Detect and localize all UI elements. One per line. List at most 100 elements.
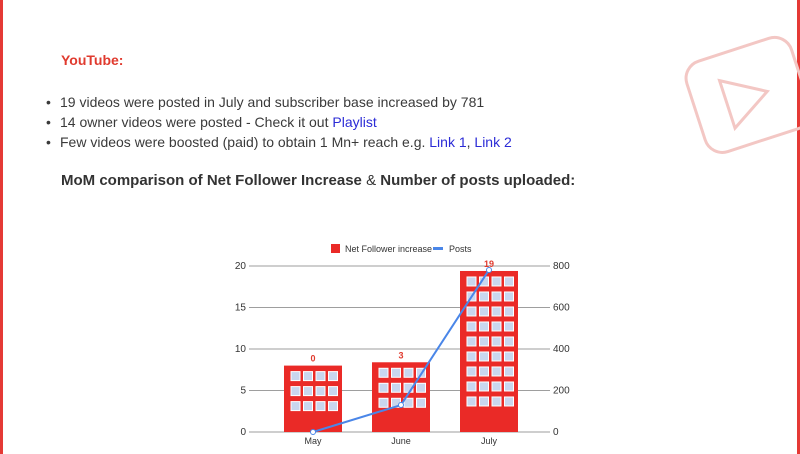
bar-window (479, 381, 489, 392)
bar-window (466, 321, 477, 332)
bar-window (328, 371, 338, 382)
bullet-item: • Few videos were boosted (paid) to obtai… (46, 132, 512, 152)
bar-window (491, 336, 502, 347)
link-1[interactable]: Link 1 (429, 134, 467, 150)
section-title: YouTube: (61, 52, 124, 68)
y-left-tick-label: 15 (235, 303, 247, 314)
bar-window (504, 396, 514, 407)
posts-point (398, 402, 404, 409)
bar-window (315, 386, 326, 397)
bar-window (491, 321, 502, 332)
youtube-watermark-icon (684, 35, 800, 154)
legend-label-line: Posts (449, 244, 472, 254)
y-left-tick-label: 0 (240, 427, 246, 438)
bar-window (328, 401, 338, 412)
bar-window (403, 367, 414, 378)
bar-window (416, 397, 426, 408)
bar-window (315, 401, 326, 412)
bar-window (378, 367, 389, 378)
x-tick-label: July (481, 436, 498, 446)
posts-point (310, 429, 316, 435)
bar-window (378, 382, 389, 393)
bar-window (479, 321, 489, 332)
bar-window (504, 321, 514, 332)
legend-swatch-bars (331, 244, 340, 253)
bar-window (391, 367, 401, 378)
bullet-item: • 14 owner videos were posted - Check it … (46, 112, 512, 132)
bullet-text: 19 videos were posted in July and subscr… (60, 94, 485, 110)
bar-window (504, 276, 514, 287)
bar-window (479, 366, 489, 377)
playlist-link[interactable]: Playlist (332, 114, 377, 130)
y-right-tick-label: 800 (553, 261, 570, 272)
bar-data-label: 19 (484, 259, 494, 269)
bar-window (466, 336, 477, 347)
bullet-text: Few videos were boosted (paid) to obtain… (60, 134, 430, 150)
bar-window (391, 382, 401, 393)
y-right-tick-label: 200 (553, 386, 570, 397)
bar-window (491, 291, 502, 302)
bar-window (479, 396, 489, 407)
bar-window (491, 276, 502, 287)
bar-window (504, 336, 514, 347)
bar-window (466, 366, 477, 377)
y-right-tick-label: 400 (553, 344, 570, 355)
bar-window (403, 397, 414, 408)
bar-window (466, 396, 477, 407)
bullet-dot: • (46, 134, 51, 150)
bullet-text: 14 owner videos were posted - Check it o… (60, 114, 333, 130)
y-left-tick-label: 5 (240, 386, 246, 397)
bar-window (290, 386, 301, 397)
chart-heading-part1: MoM comparison of Net Follower Increase (61, 172, 367, 189)
bar-window (491, 306, 502, 317)
bullet-dot: • (46, 114, 51, 130)
bar-window (491, 351, 502, 362)
chart-heading-amp: & (366, 172, 377, 189)
frame-left-border (0, 0, 3, 454)
chart-heading-part2: Number of posts uploaded: (376, 172, 576, 189)
bar-window (491, 366, 502, 377)
x-tick-label: May (304, 436, 322, 446)
bar-window (504, 366, 514, 377)
bar-window (378, 397, 389, 408)
bar-window (479, 291, 489, 302)
bar-window (479, 351, 489, 362)
bar-window (303, 401, 313, 412)
posts-point (486, 266, 492, 273)
bar-window (479, 306, 489, 317)
y-right-tick-label: 0 (553, 427, 559, 438)
y-left-tick-label: 10 (235, 344, 247, 355)
bar-window (466, 351, 477, 362)
bar-window (315, 371, 326, 382)
bar-window (416, 382, 426, 393)
bar-data-label: 3 (398, 350, 403, 360)
bar-data-label: 0 (310, 354, 315, 364)
bar-window (466, 381, 477, 392)
legend-swatch-line (433, 247, 443, 250)
legend-label-bars: Net Follower increase (345, 244, 432, 254)
bar-window (466, 306, 477, 317)
x-tick-label: June (391, 436, 411, 446)
bullet-list: • 19 videos were posted in July and subsc… (46, 92, 512, 152)
bar-window (328, 386, 338, 397)
bar-window (479, 336, 489, 347)
bar-window (491, 396, 502, 407)
bar-window (504, 351, 514, 362)
bar-window (303, 386, 313, 397)
bar-window (303, 371, 313, 382)
bar-window (290, 371, 301, 382)
bullet-item: • 19 videos were posted in July and subsc… (46, 92, 512, 112)
y-right-tick-label: 600 (553, 303, 570, 314)
bar-window (504, 306, 514, 317)
bar-window (466, 276, 477, 287)
bar-window (504, 381, 514, 392)
bar-window (504, 291, 514, 302)
link-2[interactable]: Link 2 (474, 134, 512, 150)
bullet-dot: • (46, 94, 51, 110)
chart-heading: MoM comparison of Net Follower Increase … (61, 172, 575, 189)
bar-window (290, 401, 301, 412)
link-separator: , (466, 134, 475, 150)
y-left-tick-label: 20 (235, 261, 247, 272)
bar-window (491, 381, 502, 392)
